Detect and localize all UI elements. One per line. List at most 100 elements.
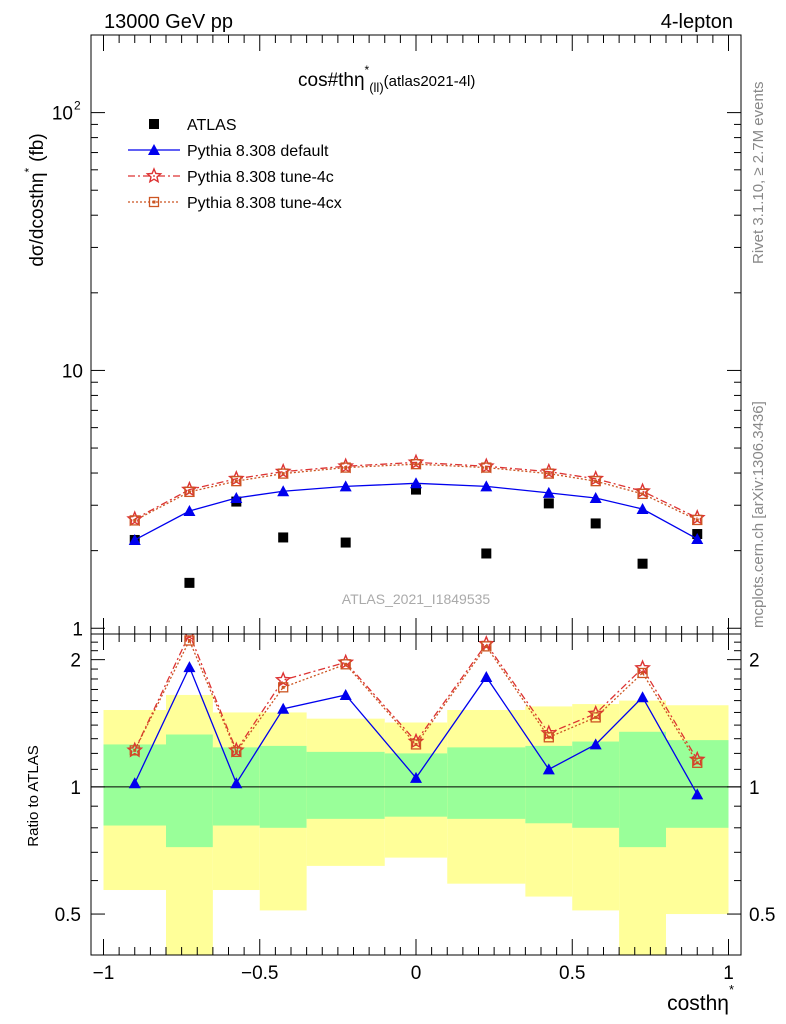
band-inner-1 bbox=[166, 734, 213, 848]
main-point-pythia-8-308-tune-4cx-8-frame bbox=[590, 476, 601, 487]
main-point-pythia-8-308-default-4 bbox=[339, 480, 352, 492]
main-point-pythia-8-308-tune-4cx-7-frame bbox=[543, 468, 554, 479]
band-inner-6 bbox=[447, 747, 526, 819]
ratio-ytick-label-left-1: 1 bbox=[70, 778, 81, 799]
main-point-pythia-8-308-default-6 bbox=[480, 480, 493, 492]
ratio-point-pythia-8-308-tune-4cx-0-frame bbox=[129, 745, 140, 756]
ratio-point-pythia-8-308-default-8 bbox=[589, 738, 602, 750]
ratio-point-pythia-8-308-tune-4c-1 bbox=[184, 634, 195, 642]
ratio-panel: −1 −0.5 0 0.5 1 0.5 0.5 1 1 2 2 bbox=[55, 633, 775, 984]
main-ylabel-sup: * bbox=[22, 168, 36, 173]
process-label: 4-lepton bbox=[661, 11, 733, 33]
main-title-sub: (ll) bbox=[369, 80, 383, 95]
ratio-point-pythia-8-308-tune-4cx-1 bbox=[184, 635, 195, 646]
ratio-xtick-label-2: 0 bbox=[411, 963, 422, 984]
ratio-ytick-label-left-0.5: 0.5 bbox=[55, 905, 81, 926]
main-point-pythia-8-308-default-0 bbox=[128, 533, 141, 545]
ratio-ylabel: Ratio to ATLAS bbox=[25, 745, 42, 846]
ratio-point-pythia-8-308-default-0 bbox=[128, 777, 141, 789]
main-point-pythia-8-308-tune-4cx-6-dot bbox=[484, 466, 488, 470]
ratio-point-pythia-8-308-tune-4cx-9 bbox=[637, 667, 648, 679]
ratio-point-pythia-8-308-tune-4cx-4 bbox=[340, 659, 351, 670]
main-ylabel-text: dσ/dcosthη bbox=[27, 173, 48, 267]
ratio-ytick-label-right-1: 1 bbox=[749, 778, 760, 799]
main-point-pythia-8-308-tune-4cx-5-frame bbox=[410, 459, 422, 470]
ratio-point-pythia-8-308-tune-4cx-6-dot bbox=[484, 644, 488, 648]
main-ytick-label-100: 10 bbox=[52, 104, 73, 125]
band-inner-5 bbox=[384, 753, 448, 817]
main-point-pythia-8-308-tune-4cx-7-dot bbox=[547, 472, 551, 476]
x-axis-label-text: costhη bbox=[667, 992, 729, 1015]
main-point-pythia-8-308-default-7 bbox=[542, 486, 555, 498]
side-label-top: Rivet 3.1.10, ≥ 2.7M events bbox=[750, 82, 767, 265]
ratio-point-pythia-8-308-tune-4cx-9-dot bbox=[641, 671, 645, 675]
ratio-point-pythia-8-308-tune-4cx-2-frame bbox=[231, 746, 242, 758]
band-inner-9 bbox=[619, 731, 666, 848]
ratio-point-pythia-8-308-tune-4cx-8-dot bbox=[594, 715, 598, 719]
x-axis-label: costhη* bbox=[667, 982, 734, 1015]
ratio-point-pythia-8-308-tune-4c-9 bbox=[634, 659, 651, 676]
band-inner-7 bbox=[525, 745, 573, 824]
main-title-sup: * bbox=[365, 63, 370, 77]
main-ytick-label-1: 1 bbox=[72, 619, 83, 640]
ratio-point-pythia-8-308-tune-4cx-6 bbox=[481, 641, 492, 652]
main-title-suffix: (atlas2021-4l) bbox=[384, 73, 476, 90]
main-point-pythia-8-308-tune-4cx-1-dot bbox=[187, 490, 191, 494]
band-inner-10 bbox=[666, 740, 729, 828]
ratio-point-pythia-8-308-tune-4cx-10-frame bbox=[692, 757, 703, 768]
legend-label-pythia-8-308-default: Pythia 8.308 default bbox=[187, 143, 329, 160]
main-point-pythia-8-308-tune-4cx-9 bbox=[637, 488, 648, 500]
main-point-atlas-7 bbox=[543, 498, 554, 509]
main-point-atlas-8 bbox=[590, 518, 601, 529]
ratio-point-pythia-8-308-default-9 bbox=[636, 691, 649, 703]
main-ylabel-unit: (fb) bbox=[27, 133, 48, 162]
band-inner-4 bbox=[306, 751, 385, 819]
ratio-ytick-label-left-2: 2 bbox=[70, 651, 81, 672]
main-point-pythia-8-308-tune-4cx-7 bbox=[543, 468, 554, 479]
ratio-point-pythia-8-308-default-2 bbox=[230, 777, 243, 789]
main-line-pythia-8-308-tune-4c bbox=[134, 461, 698, 520]
main-point-pythia-8-308-tune-4cx-8 bbox=[590, 476, 601, 487]
ratio-point-pythia-8-308-default-10 bbox=[691, 788, 704, 800]
band-inner-8 bbox=[572, 741, 620, 828]
side-label-bottom: mcplots.cern.ch [arXiv:1306.3436] bbox=[750, 401, 767, 628]
main-point-pythia-8-308-tune-4cx-1-frame bbox=[184, 486, 195, 498]
main-point-pythia-8-308-tune-4cx-3 bbox=[278, 468, 289, 479]
main-point-atlas-9 bbox=[637, 558, 648, 569]
main-point-pythia-8-308-default-1 bbox=[183, 504, 196, 516]
legend-label-atlas: ATLAS bbox=[187, 117, 237, 134]
ratio-point-pythia-8-308-default-6 bbox=[480, 670, 493, 682]
main-point-pythia-8-308-tune-4cx-3-frame bbox=[278, 468, 289, 479]
ratio-point-pythia-8-308-tune-4cx-2 bbox=[231, 746, 242, 758]
main-title-text: cos#thη bbox=[298, 70, 365, 91]
main-point-pythia-8-308-tune-4cx-2-frame bbox=[231, 476, 242, 487]
energy-label: 13000 GeV pp bbox=[104, 11, 233, 33]
ratio-line-pythia-8-308-tune-4c bbox=[134, 634, 698, 760]
main-point-pythia-8-308-default-9 bbox=[636, 503, 649, 515]
ratio-point-pythia-8-308-tune-4cx-6-frame bbox=[481, 641, 492, 652]
legend-marker-pythia-8-308-tune-4cx bbox=[148, 196, 160, 208]
ratio-point-pythia-8-308-tune-4cx-3 bbox=[278, 682, 289, 693]
ratio-point-pythia-8-308-tune-4cx-7-dot bbox=[547, 735, 551, 739]
main-point-atlas-6 bbox=[481, 548, 492, 559]
ratio-point-pythia-8-308-tune-4cx-4-dot bbox=[344, 662, 348, 666]
legend-marker-pythia-8-308-default bbox=[148, 144, 160, 155]
main-point-atlas-4 bbox=[340, 537, 351, 548]
ratio-point-pythia-8-308-tune-4cx-0-dot bbox=[133, 748, 137, 752]
ratio-point-pythia-8-308-tune-4cx-5-frame bbox=[410, 739, 422, 750]
ratio-point-pythia-8-308-tune-4cx-1-frame bbox=[184, 635, 195, 646]
legend-label-pythia-8-308-tune-4cx: Pythia 8.308 tune-4cx bbox=[187, 195, 342, 212]
ratio-point-pythia-8-308-tune-4cx-3-frame bbox=[278, 682, 289, 693]
legend-marker-pythia-8-308-tune-4cx-dot bbox=[152, 200, 156, 204]
main-point-pythia-8-308-tune-4cx-6-frame bbox=[481, 462, 492, 473]
main-line-pythia-8-308-tune-4cx bbox=[134, 463, 698, 521]
ratio-point-pythia-8-308-tune-4cx-1-dot bbox=[187, 638, 191, 642]
ratio-point-pythia-8-308-tune-4cx-3-dot bbox=[281, 685, 285, 689]
ratio-ytick-label-right-2: 2 bbox=[749, 651, 760, 672]
main-point-pythia-8-308-tune-4cx-5-dot bbox=[414, 462, 418, 466]
watermark: ATLAS_2021_I1849535 bbox=[342, 591, 491, 607]
x-axis-label-sup: * bbox=[729, 982, 734, 997]
main-point-pythia-8-308-tune-4cx-6 bbox=[481, 462, 492, 473]
